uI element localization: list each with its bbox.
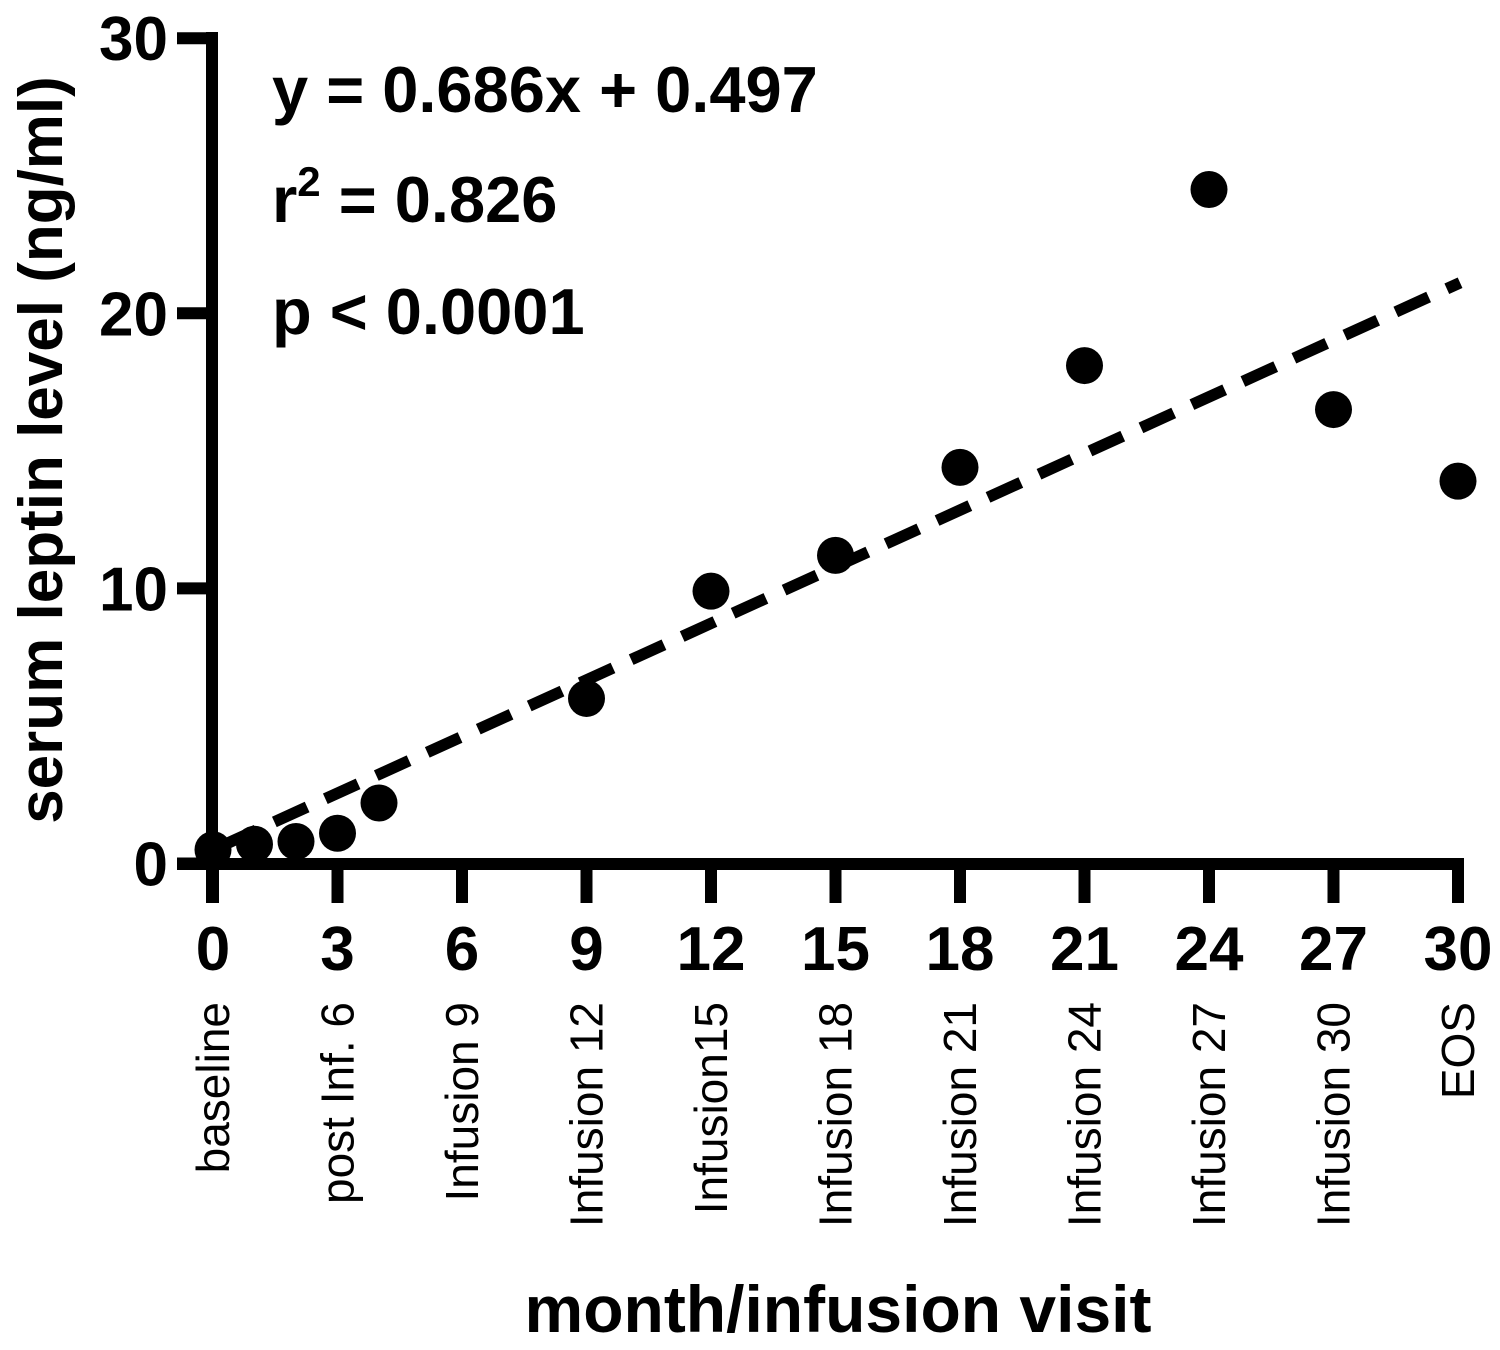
r-squared-superscript: 2 (297, 158, 320, 205)
x-visit-label: EOS (1432, 1002, 1484, 1099)
x-tick-label: 15 (801, 915, 870, 984)
x-tick-label: 30 (1424, 915, 1493, 984)
x-tick-label: 27 (1299, 915, 1368, 984)
x-tick-label: 9 (569, 915, 603, 984)
x-visit-label: baseline (187, 1002, 239, 1173)
data-point (194, 831, 232, 869)
x-visit-label: Infusion 18 (810, 1002, 862, 1227)
data-point (1315, 391, 1352, 429)
y-tick-label: 0 (134, 831, 168, 900)
r-squared-base: r (272, 163, 297, 236)
axes: 0 10 20 30 0 baseline 3 post Inf. 6 6 Infusion 9 9… (99, 5, 1492, 1227)
x-tick-label: 12 (677, 915, 746, 984)
x-visit-label: Infusion 12 (561, 1002, 613, 1227)
data-point (817, 536, 854, 574)
y-tick-label: 10 (99, 555, 168, 624)
x-tick-label: 0 (196, 915, 230, 984)
data-point (1190, 171, 1228, 209)
x-visit-label: Infusion 27 (1183, 1002, 1235, 1227)
x-tick-label: 3 (320, 915, 354, 984)
x-visit-label: Infusion15 (685, 1002, 737, 1214)
r-squared-annotation: r2 = 0.826 (272, 158, 557, 236)
x-visit-label: Infusion 24 (1059, 1002, 1111, 1227)
x-tick-label: 21 (1050, 915, 1119, 984)
r-squared-value: = 0.826 (321, 163, 558, 236)
x-tick-label: 24 (1175, 915, 1244, 984)
data-point (1066, 347, 1103, 385)
regression-equation-annotation: y = 0.686x + 0.497 (272, 53, 818, 126)
data-points-group (194, 171, 1477, 869)
x-axis-title: month/infusion visit (525, 1272, 1152, 1346)
data-point (1439, 462, 1477, 500)
data-point (319, 814, 356, 852)
x-tick-label: 6 (445, 915, 479, 984)
data-point (236, 825, 273, 863)
y-tick-label: 30 (99, 5, 168, 74)
x-visit-label: Infusion 21 (934, 1002, 986, 1227)
data-point (692, 572, 730, 610)
data-point (568, 679, 605, 717)
data-point (277, 822, 315, 860)
x-visit-label: Infusion 30 (1308, 1002, 1360, 1227)
data-point (941, 448, 979, 486)
y-tick-label: 20 (99, 280, 168, 349)
x-tick-label: 18 (926, 915, 995, 984)
x-visit-label: Infusion 9 (436, 1002, 488, 1201)
x-visit-label: post Inf. 6 (312, 1002, 364, 1204)
y-axis-title: serum leptin level (ng/ml) (7, 76, 76, 824)
p-value-annotation: p < 0.0001 (272, 275, 585, 348)
data-point (360, 784, 398, 822)
